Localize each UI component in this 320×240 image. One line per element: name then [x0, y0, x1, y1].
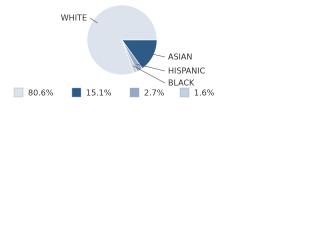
legend-label: 15.1%	[86, 89, 112, 98]
legend-swatch	[13, 87, 24, 98]
slice-label: HISPANIC	[168, 67, 206, 76]
legend-swatch	[179, 87, 190, 98]
legend-swatch	[71, 87, 82, 98]
slice-label: BLACK	[168, 79, 195, 88]
leader-line	[132, 65, 166, 84]
leader-line	[89, 17, 98, 24]
slice-label: ASIAN	[168, 53, 192, 62]
slice-label: WHITE	[61, 14, 87, 23]
leader-line	[136, 63, 166, 72]
pie-slice	[121, 39, 138, 74]
legend-swatch	[129, 87, 140, 98]
chart: WHITE ASIAN HISPANIC BLACK 80.6% 15.1% 2.7% 1.6…	[13, 4, 215, 98]
legend-label: 1.6%	[194, 89, 215, 98]
legend-label: 80.6%	[28, 89, 54, 98]
leader-line	[146, 52, 166, 58]
legend-label: 2.7%	[144, 89, 165, 98]
